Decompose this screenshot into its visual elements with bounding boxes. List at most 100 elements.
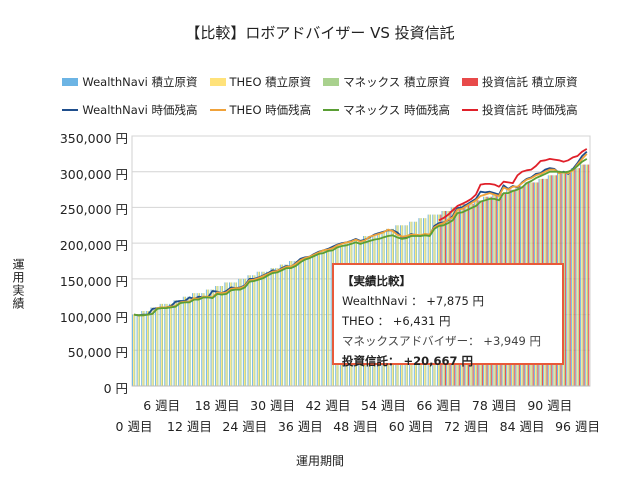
legend-label: マネックス 時価残高 <box>343 103 450 117</box>
legend-swatch <box>209 78 226 86</box>
legend-swatch <box>62 109 79 111</box>
bar <box>152 307 154 386</box>
bar <box>567 171 569 386</box>
bar <box>217 286 219 386</box>
comparison-annotation: 【実績比較】 WealthNavi ： +7,875 円 THEO ： +6,4… <box>332 263 564 368</box>
bar <box>230 282 232 386</box>
bar <box>298 261 300 386</box>
y-tick-label: 350,000 円 <box>59 131 128 146</box>
bar <box>272 268 274 386</box>
annotation-monex: マネックスアドバイザー： +3,949 円 <box>342 334 542 348</box>
bar <box>133 314 135 386</box>
bar <box>261 271 263 386</box>
bar <box>224 282 226 386</box>
bar <box>238 278 240 386</box>
bar <box>330 250 332 386</box>
annotation-theo: THEO ： +6,431 円 <box>342 314 451 328</box>
bar <box>150 307 152 386</box>
bar <box>563 171 565 386</box>
bar <box>137 314 139 386</box>
bar <box>279 264 281 386</box>
bar <box>588 164 590 386</box>
bar <box>319 253 321 386</box>
x-tick-label: 72 週目 <box>444 419 490 434</box>
bar <box>168 303 170 386</box>
bar <box>188 296 190 386</box>
bar <box>173 300 175 386</box>
bar <box>326 250 327 386</box>
bar <box>284 264 286 386</box>
legend-lines: WealthNavi 時価残高 THEO 時価残高 マネックス 時価残高 投資信… <box>0 102 640 118</box>
bar <box>294 261 296 386</box>
x-tick-label: 30 週目 <box>250 398 296 413</box>
bar <box>253 275 255 386</box>
y-tick-label: 300,000 円 <box>59 166 128 182</box>
legend-swatch <box>62 78 79 86</box>
bar <box>222 286 224 386</box>
bar <box>267 271 269 386</box>
bar <box>285 264 287 386</box>
bar <box>257 271 259 386</box>
x-tick-label: 66 週目 <box>416 398 462 413</box>
bar <box>155 307 157 386</box>
y-tick-label: 100,000 円 <box>59 309 128 325</box>
bar <box>219 286 221 386</box>
bar <box>215 286 217 386</box>
legend-label: 投資信託 積立原資 <box>481 75 578 89</box>
bar <box>583 164 585 386</box>
bar <box>240 278 242 386</box>
legend-item: マネックス 時価残高 <box>323 102 450 118</box>
bar <box>185 296 187 386</box>
bar <box>282 264 284 386</box>
bar <box>141 311 143 386</box>
legend-bars: WealthNavi 積立原資 THEO 積立原資 マネックス 積立原資 投資信… <box>0 74 640 90</box>
bar <box>170 303 172 386</box>
line-series <box>438 148 588 222</box>
chart-title: 【比較】ロボアドバイザー VS 投資信託 <box>185 24 455 42</box>
legend-swatch <box>461 78 478 86</box>
x-tick-label: 90 週目 <box>527 398 573 413</box>
bar <box>256 271 258 386</box>
bar <box>231 282 233 386</box>
bar <box>147 311 148 386</box>
y-tick-label: 250,000 円 <box>59 202 128 218</box>
bar <box>327 250 329 386</box>
bar <box>565 171 567 386</box>
legend-item: WealthNavi 積立原資 <box>62 74 198 90</box>
legend-label: WealthNavi 積立原資 <box>82 75 198 89</box>
bar <box>289 261 291 386</box>
bar <box>302 257 304 386</box>
bar <box>165 303 167 386</box>
bar <box>265 271 267 386</box>
legend-label: マネックス 積立原資 <box>343 75 450 89</box>
bar <box>220 286 222 386</box>
bar <box>143 311 145 386</box>
legend-item: WealthNavi 時価残高 <box>62 102 198 118</box>
annotation-wealthnavi: WealthNavi ： +7,875 円 <box>342 294 484 308</box>
bar <box>242 278 244 386</box>
bar <box>216 286 218 386</box>
bar <box>296 261 297 386</box>
bar <box>244 278 245 386</box>
bar <box>233 282 235 386</box>
bar <box>577 168 579 386</box>
y-tick-label: 200,000 円 <box>59 238 128 254</box>
x-tick-label: 6 週目 <box>143 398 181 413</box>
bar <box>157 307 159 386</box>
x-tick-label: 48 週目 <box>333 419 379 434</box>
bar <box>171 303 173 386</box>
bar <box>142 311 144 386</box>
bar <box>134 314 136 386</box>
bar <box>192 293 194 386</box>
bar <box>247 275 249 386</box>
bar <box>309 257 311 386</box>
bar <box>180 300 182 386</box>
legend-item: 投資信託 時価残高 <box>461 102 578 118</box>
bar <box>201 293 203 386</box>
annotation-toushin: 投資信託： +20,667 円 <box>342 354 474 368</box>
bar <box>293 261 295 386</box>
bar <box>198 293 200 386</box>
bar <box>166 303 168 386</box>
line-series <box>133 158 588 317</box>
bar <box>226 282 228 386</box>
